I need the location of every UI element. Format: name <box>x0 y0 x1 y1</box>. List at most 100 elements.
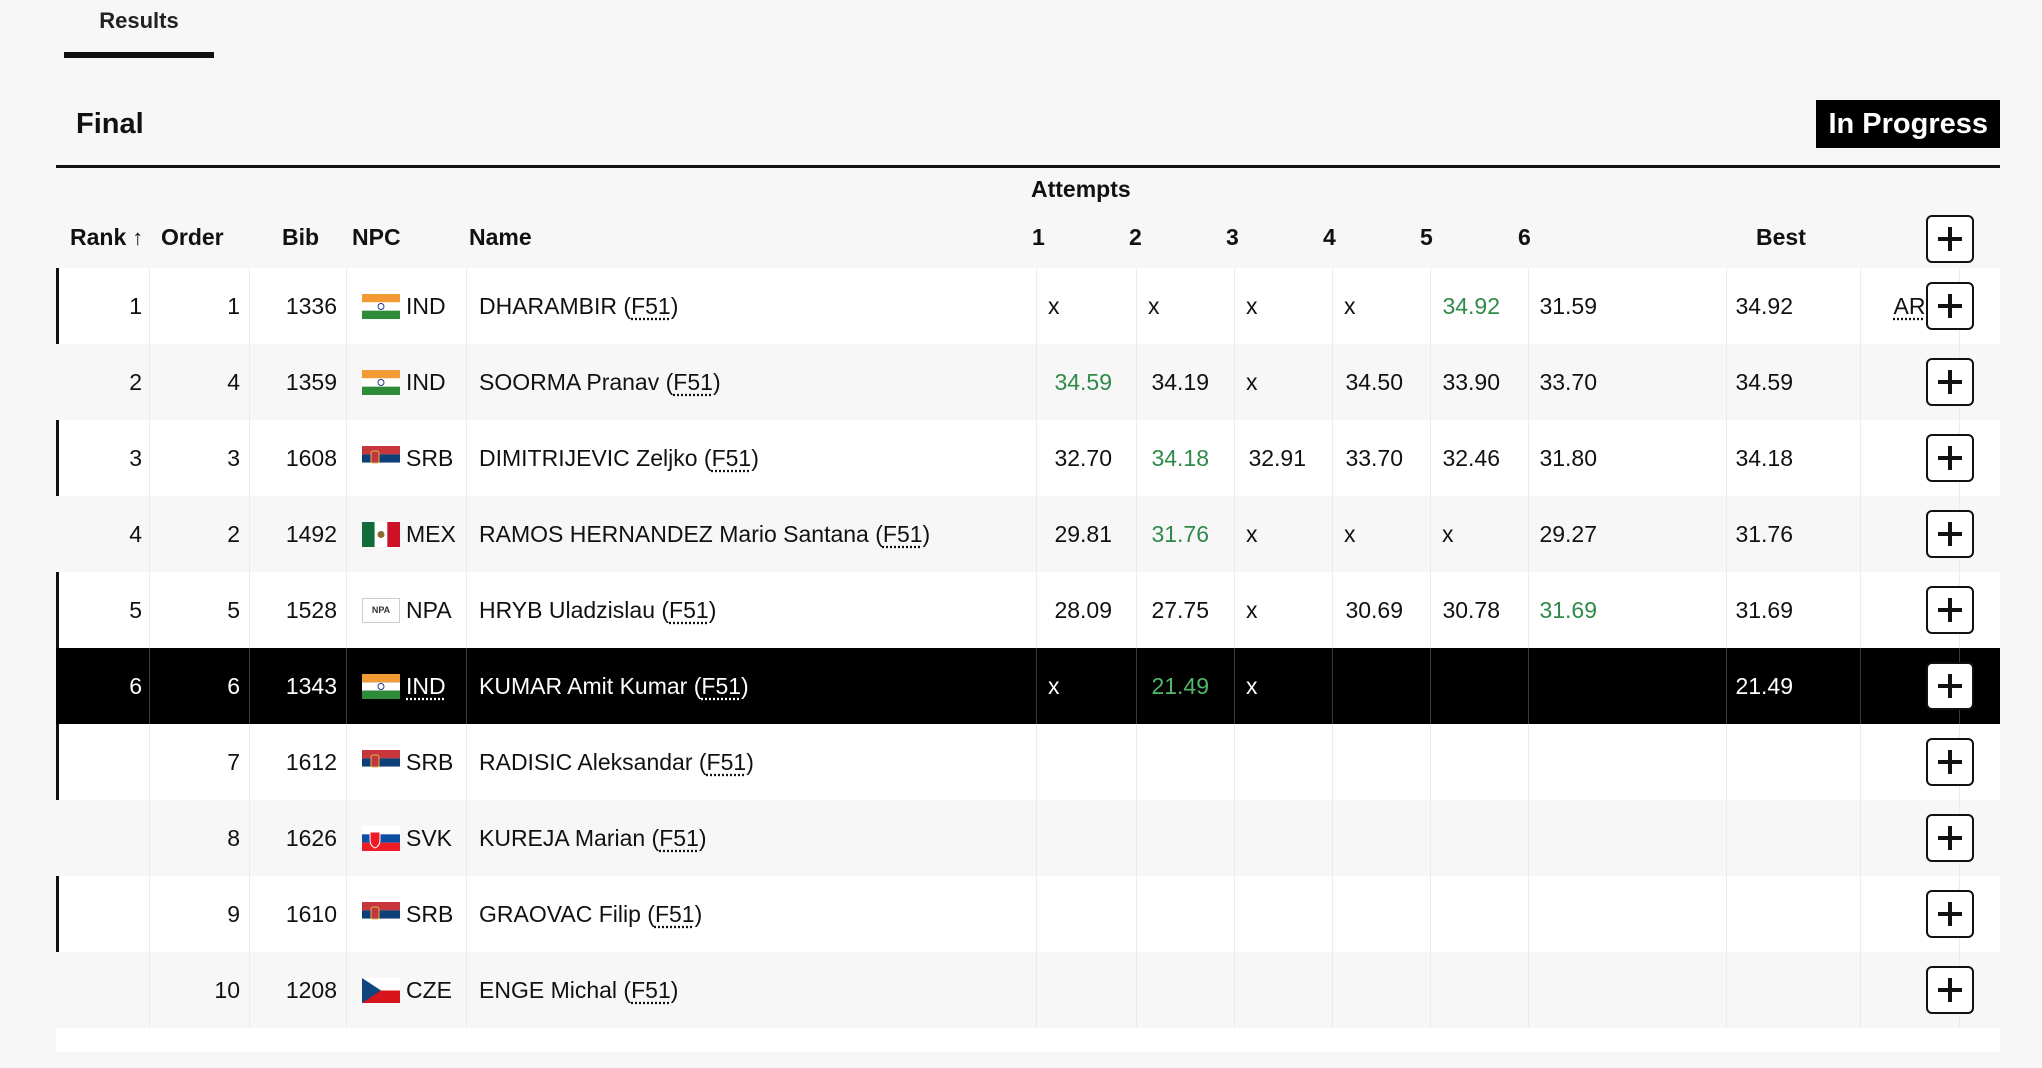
attempt-5-header: 5 <box>1420 224 1433 250</box>
column-divider <box>1430 724 1431 800</box>
column-divider <box>346 648 347 724</box>
column-divider <box>346 344 347 420</box>
name-header[interactable]: Name <box>469 224 532 250</box>
npc-code: SRB <box>406 901 454 927</box>
paren-close: ) <box>698 825 707 851</box>
tab-results[interactable]: Results <box>64 0 214 58</box>
column-divider <box>1860 344 1861 420</box>
attempt-6-header: 6 <box>1518 224 1531 250</box>
column-divider <box>346 952 347 1028</box>
expand-row-button[interactable] <box>1926 662 1974 710</box>
table-row[interactable]: 4 2 1492 MEX RAMOS HERNANDEZ Mario Santana (… <box>56 496 2000 572</box>
rank-cell: 6 <box>129 673 142 699</box>
column-divider <box>1036 648 1037 724</box>
column-divider <box>1136 496 1137 572</box>
table-row[interactable]: 9 1610 SRB GRAOVAC Filip (F51) <box>56 876 2000 952</box>
best-header[interactable]: Best <box>1756 224 1806 250</box>
column-divider <box>1332 496 1333 572</box>
expand-all-button[interactable] <box>1926 215 1974 263</box>
athlete-name-cell[interactable]: HRYB Uladzislau (F51) <box>479 572 716 648</box>
column-divider <box>149 572 150 648</box>
column-divider <box>346 572 347 648</box>
column-divider <box>249 724 250 800</box>
order-cell: 2 <box>227 521 240 547</box>
athlete-name-cell[interactable]: DIMITRIJEVIC Zeljko (F51) <box>479 420 759 496</box>
column-divider <box>1234 420 1235 496</box>
expand-row-button[interactable] <box>1926 890 1974 938</box>
column-divider <box>1430 876 1431 952</box>
column-divider <box>1528 496 1529 572</box>
athlete-name: DIMITRIJEVIC Zeljko <box>479 445 698 471</box>
paren-close: ) <box>751 445 759 471</box>
athlete-name-cell[interactable]: KUREJA Marian (F51) <box>479 800 707 876</box>
paren-open: ( <box>659 369 674 395</box>
column-divider <box>249 648 250 724</box>
rank-cell: 2 <box>129 369 142 395</box>
table-row[interactable]: 8 1626 SVK KUREJA Marian (F51) <box>56 800 2000 876</box>
attempt-2-cell: x <box>1148 293 1160 319</box>
table-row[interactable]: 2 4 1359 IND SOORMA Pranav (F51) 34.59 34.19 x 3… <box>56 344 2000 420</box>
column-divider <box>1726 952 1727 1028</box>
athlete-name: RAMOS HERNANDEZ Mario Santana <box>479 521 869 547</box>
column-divider <box>1136 420 1137 496</box>
athlete-name-cell[interactable]: GRAOVAC Filip (F51) <box>479 876 702 952</box>
rank-header[interactable]: Rank ↑ <box>70 224 143 251</box>
best-cell: 34.59 <box>1735 369 1793 395</box>
table-row[interactable]: 1 1 1336 IND DHARAMBIR (F51) x x x x 34.92 31.59 34… <box>56 268 2000 344</box>
column-divider <box>1860 724 1861 800</box>
table-row[interactable]: 3 3 1608 SRB DIMITRIJEVIC Zeljko (F51) 32.70 3… <box>56 420 2000 496</box>
column-divider <box>249 496 250 572</box>
table-row[interactable]: 7 1612 SRB RADISIC Aleksandar (F51) <box>56 724 2000 800</box>
athlete-name-cell[interactable]: KUMAR Amit Kumar (F51) <box>479 648 749 724</box>
attempt-3-cell: 32.91 <box>1248 445 1306 471</box>
column-divider <box>1528 344 1529 420</box>
bib-cell: 1208 <box>285 977 337 1003</box>
order-header[interactable]: Order <box>161 224 224 250</box>
npc-code: IND <box>406 369 446 395</box>
column-divider <box>1234 876 1235 952</box>
column-divider <box>1136 268 1137 344</box>
column-divider <box>149 800 150 876</box>
arrow-up-icon: ↑ <box>132 225 144 250</box>
flag-ind-icon <box>362 294 400 319</box>
rank-header-label: Rank <box>70 224 127 250</box>
column-divider <box>1528 876 1529 952</box>
expand-row-button[interactable] <box>1926 586 1974 634</box>
column-divider <box>1234 572 1235 648</box>
plus-icon <box>1938 598 1962 622</box>
athlete-name-cell[interactable]: RADISIC Aleksandar (F51) <box>479 724 754 800</box>
bib-cell: 1343 <box>285 673 337 699</box>
column-divider <box>1860 420 1861 496</box>
tab-active-indicator <box>64 52 214 58</box>
column-divider <box>1332 800 1333 876</box>
expand-row-button[interactable] <box>1926 282 1974 330</box>
expand-row-button[interactable] <box>1926 510 1974 558</box>
expand-row-button[interactable] <box>1926 738 1974 786</box>
athlete-name-cell[interactable]: DHARAMBIR (F51) <box>479 268 678 344</box>
column-divider <box>346 800 347 876</box>
table-row[interactable]: 10 1208 CZE ENGE Michal (F51) <box>56 952 2000 1028</box>
sport-class: F51 <box>711 445 752 471</box>
best-cell: 21.49 <box>1735 673 1793 699</box>
attempt-1-cell: 34.59 <box>1054 369 1112 395</box>
table-row[interactable]: 5 5 1528 NPA NPA HRYB Uladzislau (F51) 28.09 27… <box>56 572 2000 648</box>
attempt-4-cell: x <box>1344 521 1356 547</box>
npc-header[interactable]: NPC <box>352 224 401 250</box>
attempt-2-cell: 31.76 <box>1151 521 1209 547</box>
column-divider <box>1332 572 1333 648</box>
bib-header[interactable]: Bib <box>282 224 320 250</box>
athlete-name-cell[interactable]: SOORMA Pranav (F51) <box>479 344 721 420</box>
attempt-1-header: 1 <box>1032 224 1045 250</box>
athlete-name-cell[interactable]: ENGE Michal (F51) <box>479 952 678 1028</box>
flag-ind-icon <box>362 370 400 395</box>
column-divider <box>346 420 347 496</box>
expand-row-button[interactable] <box>1926 814 1974 862</box>
athlete-name-cell[interactable]: RAMOS HERNANDEZ Mario Santana (F51) <box>479 496 930 572</box>
plus-icon <box>1938 978 1962 1002</box>
table-row[interactable]: 6 6 1343 IND KUMAR Amit Kumar (F51) x 21.49 x 21… <box>56 648 2000 724</box>
expand-row-button[interactable] <box>1926 358 1974 406</box>
expand-row-button[interactable] <box>1926 966 1974 1014</box>
column-divider <box>1036 572 1037 648</box>
column-divider <box>1430 800 1431 876</box>
expand-row-button[interactable] <box>1926 434 1974 482</box>
